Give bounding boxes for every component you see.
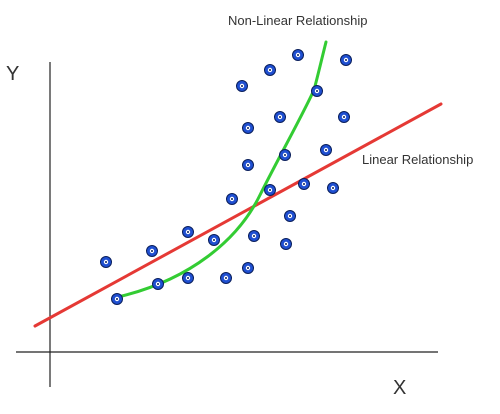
y-axis-label: Y	[6, 63, 19, 85]
data-point-1-dot	[297, 54, 299, 56]
data-point-20-dot	[285, 243, 287, 245]
data-point-13-dot	[269, 189, 271, 191]
data-point-26-dot	[157, 283, 159, 285]
x-axis-label: X	[393, 377, 406, 399]
non-linear-relationship-label: Non-Linear Relationship	[228, 13, 367, 28]
data-point-18-dot	[213, 239, 215, 241]
linear-relationship-label: Linear Relationship	[362, 152, 473, 167]
data-point-25-dot	[187, 277, 189, 279]
data-point-4-dot	[241, 85, 243, 87]
data-points-group	[100, 49, 352, 305]
data-point-27-dot	[116, 298, 118, 300]
data-point-2-dot	[269, 69, 271, 71]
data-point-22-dot	[151, 250, 153, 252]
data-point-12-dot	[303, 183, 305, 185]
data-point-5-dot	[316, 90, 318, 92]
data-point-15-dot	[231, 198, 233, 200]
data-point-6-dot	[247, 127, 249, 129]
non-linear-relationship-curve	[116, 40, 328, 299]
data-point-19-dot	[253, 235, 255, 237]
data-point-3-dot	[345, 59, 347, 61]
data-point-7-dot	[279, 116, 281, 118]
data-point-11-dot	[247, 164, 249, 166]
data-point-10-dot	[325, 149, 327, 151]
linear-relationship-line	[33, 102, 443, 328]
data-point-9-dot	[284, 154, 286, 156]
data-point-17-dot	[187, 231, 189, 233]
data-point-24-dot	[225, 277, 227, 279]
data-point-8-dot	[343, 116, 345, 118]
data-point-16-dot	[289, 215, 291, 217]
data-point-23-dot	[247, 267, 249, 269]
data-point-21-dot	[105, 261, 107, 263]
data-point-14-dot	[332, 187, 334, 189]
